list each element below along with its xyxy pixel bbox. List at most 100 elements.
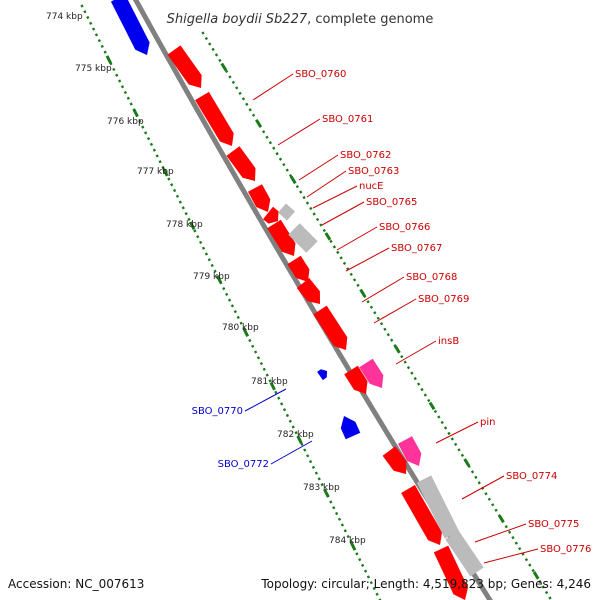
inner-minor-tick [253,350,258,354]
outer-minor-tick [248,108,252,112]
outer-minor-tick [302,195,306,200]
forward-gene-label: SBO_0766 [379,222,430,233]
inner-minor-tick [196,235,200,239]
outer-minor-tick [386,333,390,337]
inner-minor-tick [120,85,125,89]
outer-minor-tick [278,157,283,161]
inner-minor-tick [213,269,217,273]
inner-minor-tick [334,511,339,516]
inner-minor-tick [126,96,130,100]
inner-major-tick [215,274,223,284]
outer-minor-tick [390,338,394,342]
inner-minor-tick [329,500,333,504]
outer-minor-tick [349,272,353,277]
outer-minor-tick [201,31,205,35]
forward-gene-label: SBO_0769 [418,294,469,305]
topology-value: circular [321,577,366,591]
inner-major-tick [350,542,357,551]
inner-minor-tick [83,10,87,14]
tick-label: 774 kbp [46,12,83,22]
inner-major-tick [242,328,250,337]
outer-minor-tick [218,58,222,63]
outer-minor-tick [487,497,492,501]
forward-gene-arrow [195,91,234,146]
outer-minor-tick [484,492,488,496]
outer-minor-tick [474,475,478,479]
map-title: Shigella boydii Sb227, complete genome [167,12,434,27]
inner-major-tick [105,55,112,64]
reverse-label-leader [270,440,313,465]
outer-minor-tick [342,261,347,266]
forward-label-leader [336,226,378,251]
outer-minor-tick [447,431,451,436]
inner-minor-tick [178,200,182,204]
outer-major-tick [428,401,436,411]
forward-gene-label: SBO_0760 [295,69,346,80]
inner-minor-tick [86,15,90,20]
inner-minor-tick [369,581,373,585]
outer-minor-tick [299,190,303,194]
forward-gene-label: pin [480,417,495,428]
outer-minor-tick [544,590,549,595]
genome-summary: Topology: circular; Length: 4,519,823 bp… [261,577,591,591]
inner-minor-tick [146,137,151,141]
inner-minor-tick [91,27,96,31]
accession-label: Accession: [8,577,72,591]
forward-label-leader [321,201,365,226]
forward-label-leader [312,185,358,209]
inner-major-tick [132,108,139,118]
inner-minor-tick [199,240,203,245]
outer-minor-tick [272,146,276,150]
tick-label: 777 kbp [137,167,174,177]
outer-minor-tick [413,376,417,381]
outer-minor-tick [265,135,269,139]
inner-minor-tick [355,552,359,556]
inner-minor-tick [277,396,281,400]
outer-minor-tick [514,541,518,545]
inner-minor-tick [308,459,313,464]
outer-minor-tick [416,382,421,386]
outer-minor-tick [538,579,542,584]
inner-minor-tick [317,477,321,481]
forward-gene-arrow [167,45,202,88]
inner-minor-tick [346,534,350,539]
inner-minor-tick [225,292,229,296]
outer-major-tick [532,571,540,580]
outer-minor-tick [312,212,316,216]
mobile-element-arrow [359,358,384,388]
tick-label: 781 kbp [251,377,288,387]
map-title-organism: Shigella boydii Sb227 [167,12,308,27]
forward-gene-arrow [344,365,368,394]
inner-minor-tick [337,517,342,521]
forward-gene-arrow [248,184,271,212]
inner-minor-tick [265,373,269,377]
outer-minor-tick [433,409,438,414]
outer-minor-tick [423,393,428,397]
forward-label-leader [483,548,539,564]
outer-minor-tick [241,97,246,101]
outer-minor-tick [322,228,326,233]
tick-label: 783 kbp [303,483,340,493]
inner-minor-tick [175,194,180,198]
inner-minor-tick [115,73,119,77]
inner-minor-tick [161,165,165,170]
reverse-gene-arrow [340,416,361,440]
inner-minor-tick [94,33,99,37]
forward-gene-arrow [401,485,442,545]
inner-minor-tick [303,448,307,452]
outer-minor-tick [440,420,444,425]
inner-minor-tick [236,315,240,320]
outer-minor-tick [214,53,219,57]
outer-minor-tick [204,36,209,41]
forward-label-leader [461,475,505,500]
outer-minor-tick [238,91,242,95]
tick-label: 776 kbp [107,117,144,127]
pseudo-gene-box [416,475,460,539]
outer-minor-tick [379,322,384,326]
outer-minor-tick [275,152,279,156]
inner-minor-tick [320,483,324,487]
forward-gene-arrow [226,146,256,181]
inner-minor-tick [149,142,154,147]
length-label: Length: [373,577,420,591]
inner-minor-tick [118,79,122,83]
